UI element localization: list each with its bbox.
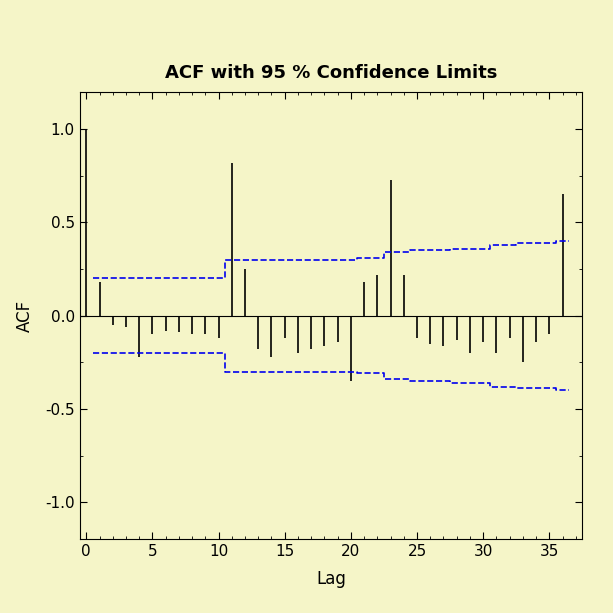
X-axis label: Lag: Lag (316, 571, 346, 588)
Title: ACF with 95 % Confidence Limits: ACF with 95 % Confidence Limits (165, 64, 497, 82)
Y-axis label: ACF: ACF (16, 300, 34, 332)
